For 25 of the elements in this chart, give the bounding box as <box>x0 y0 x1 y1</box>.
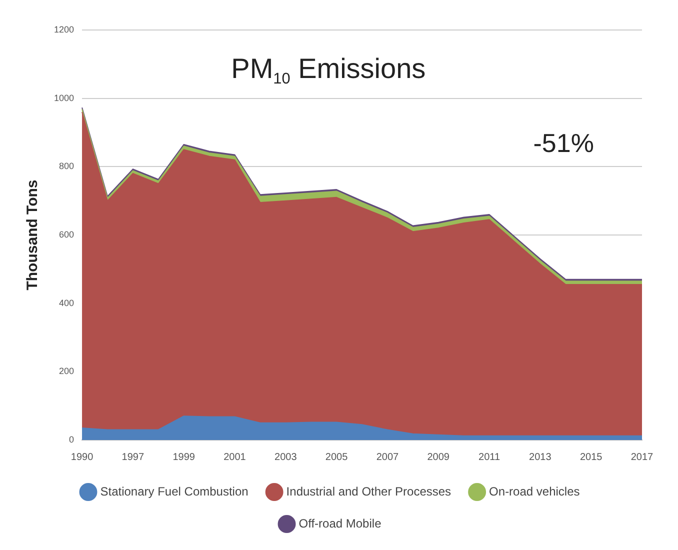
legend-label: Industrial and Other Processes <box>286 484 452 498</box>
x-tick-label: 1997 <box>122 452 144 463</box>
legend-label: Stationary Fuel Combustion <box>100 484 248 498</box>
x-tick-label: 2001 <box>224 452 246 463</box>
legend-label: Off-road Mobile <box>298 516 382 530</box>
x-tick-label: 2009 <box>427 452 450 463</box>
y-tick-label: 800 <box>58 161 74 172</box>
y-axis-title: Thousand Tons <box>24 180 42 290</box>
y-tick-label: 200 <box>58 366 74 376</box>
annotation: -51% <box>533 128 594 158</box>
y-tick-label: 400 <box>58 298 74 308</box>
y-tick-label: 600 <box>58 229 74 240</box>
x-tick-label: 2003 <box>274 452 298 463</box>
legend-label: On-road vehicles <box>489 484 580 498</box>
x-tick-label: 2007 <box>376 452 400 463</box>
y-tick-label: 1200 <box>54 24 74 34</box>
x-tick-label: 2015 <box>580 452 603 463</box>
y-tick-label: 0 <box>69 434 74 444</box>
x-tick-label: 1999 <box>172 452 196 463</box>
x-tick-label: 2005 <box>325 452 348 463</box>
y-tick-label: 1000 <box>54 92 74 103</box>
x-tick-label: 1990 <box>70 452 94 463</box>
x-tick-label: 2017 <box>630 452 654 463</box>
x-tick-label: 2011 <box>478 452 500 463</box>
x-tick-label: 2013 <box>529 452 552 463</box>
